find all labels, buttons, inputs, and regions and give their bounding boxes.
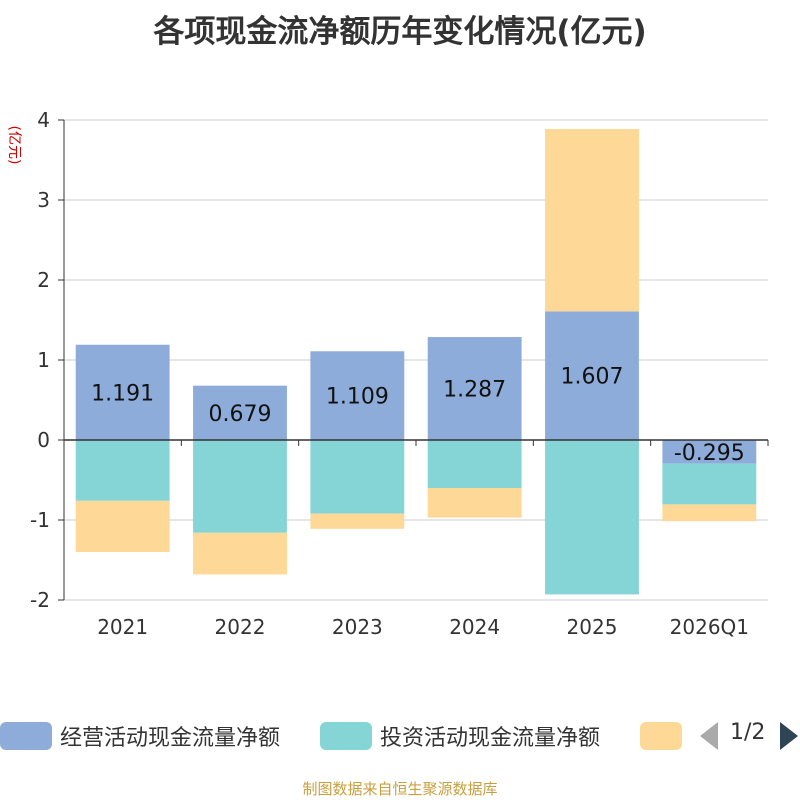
bar-series1-2025[interactable]: [545, 311, 639, 440]
legend-swatch-third: [640, 722, 682, 750]
bar-series3-2022[interactable]: [193, 532, 287, 575]
bar-series2-2024[interactable]: [427, 440, 522, 488]
x-tick-label: 2023: [332, 615, 383, 639]
x-tick-label: 2024: [449, 615, 500, 639]
data-label-2023: 1.109: [326, 385, 389, 410]
bar-series2-2022[interactable]: [193, 440, 287, 533]
data-label-2026Q1: -0.295: [674, 441, 745, 466]
bar-series3-2021[interactable]: [75, 500, 170, 552]
bar-series1-2023[interactable]: [310, 351, 405, 440]
data-source-note: 制图数据来自恒生聚源数据库: [302, 780, 498, 798]
bar-series1-2026Q1[interactable]: [662, 440, 757, 464]
legend-swatch-investing: [320, 722, 372, 750]
legend-next-page-icon[interactable]: [780, 722, 798, 750]
y-tick-label: 0: [37, 428, 50, 452]
legend-label-operating: 经营活动现金流量净额: [60, 726, 281, 751]
y-tick-label: 2: [37, 268, 50, 292]
bar-series3-2026Q1[interactable]: [662, 504, 757, 522]
legend-swatch-operating: [0, 722, 52, 750]
legend-item-investing[interactable]: 投资活动现金流量净额: [320, 716, 600, 756]
data-label-2021: 1.191: [91, 381, 154, 406]
bar-series3-2023[interactable]: [310, 513, 405, 529]
bar-series2-2023[interactable]: [310, 440, 405, 514]
legend-prev-page-icon[interactable]: [700, 722, 718, 750]
bar-series2-2026Q1[interactable]: [662, 463, 757, 505]
bar-series2-2021[interactable]: [75, 440, 170, 501]
y-tick-label: -1: [30, 508, 50, 532]
chart-area: 1.191 0.679 1.109 1.287 1.607 -0.295 4 3 2 1 0 -1 -…: [6, 108, 769, 639]
x-tick-label: 2026Q1: [670, 615, 749, 639]
y-tick-label: 1: [37, 348, 50, 372]
x-tick-label: 2021: [97, 615, 148, 639]
y-tick-label: -2: [30, 588, 50, 612]
legend-label-investing: 投资活动现金流量净额: [380, 726, 601, 751]
y-axis-unit-label: (亿元): [6, 126, 22, 165]
bar-series1-2024[interactable]: [427, 337, 522, 440]
legend-item-third[interactable]: [640, 716, 690, 756]
chart-title: 各项现金流净额历年变化情况(亿元): [153, 14, 647, 50]
bar-series3-2024[interactable]: [427, 488, 522, 518]
bar-series1-2022[interactable]: [193, 385, 287, 440]
legend: 经营活动现金流量净额 投资活动现金流量净额 1/2: [0, 716, 800, 756]
legend-item-operating[interactable]: 经营活动现金流量净额: [0, 716, 280, 756]
bar-series2-2025[interactable]: [545, 440, 639, 595]
x-tick-label: 2025: [567, 615, 618, 639]
y-tick-label: 3: [37, 188, 50, 212]
data-label-2025: 1.607: [561, 365, 624, 390]
x-tick-label: 2022: [215, 615, 266, 639]
legend-page-indicator: 1/2: [730, 720, 766, 745]
y-tick-label: 4: [37, 108, 50, 132]
data-label-2024: 1.287: [443, 378, 506, 403]
data-label-2022: 0.679: [209, 402, 272, 427]
bar-series3-2025[interactable]: [545, 129, 639, 312]
bar-series1-2021[interactable]: [75, 344, 170, 440]
